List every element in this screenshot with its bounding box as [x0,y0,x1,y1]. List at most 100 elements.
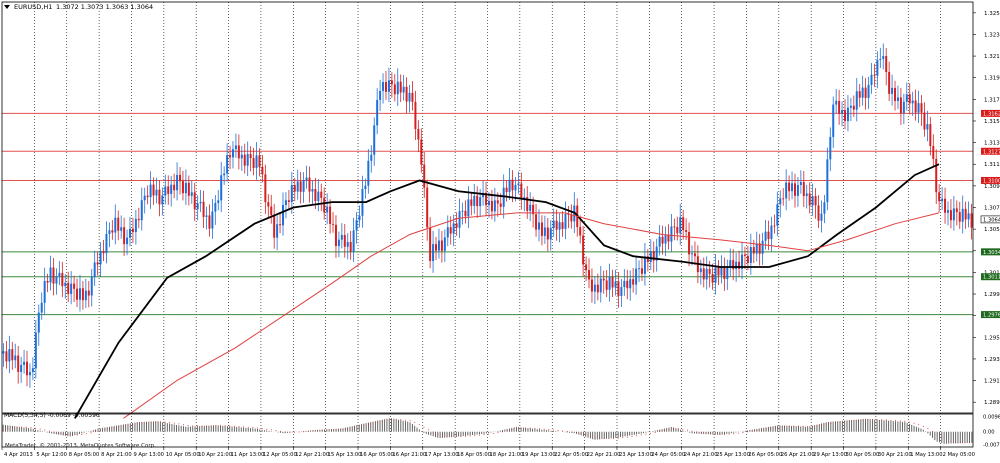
macd-signal-dot [451,436,453,438]
chart-menu-triangle-icon[interactable] [4,5,10,9]
candle-body-bull [961,208,964,222]
macd-signal-dot [358,425,360,427]
candle-body-bull [276,224,279,238]
candle-body-bull [140,200,143,221]
candle-body-bull [735,261,738,270]
candle-body-bull [305,177,308,181]
candle-body-bull [791,183,794,192]
moving-average-slow [74,163,940,419]
time-axis-label: 8 Apr 05:00 [69,452,100,458]
candle-body-bull [829,136,832,160]
macd-indicator-caption: MACD(5,34,5) -0.0069 -0.00596 [4,412,100,419]
macd-signal-dot [539,428,541,430]
candle-body-bull [211,211,214,229]
macd-signal-dot [159,421,161,423]
candle-body-bear [152,184,155,196]
candle-body-bull [370,154,373,161]
macd-signal-dot [506,430,508,432]
macd-signal-dot [562,430,564,432]
candle-body-bear [279,224,282,226]
candle-body-bull [855,91,858,110]
candle-body-bear [287,200,290,203]
candle-body-bull [452,223,455,234]
candle-body-bear [299,181,302,192]
candle-body-bear [117,217,120,231]
macd-signal-dot [326,429,328,431]
macd-signal-dot [423,426,425,428]
time-axis-label: 24 Apr 05:00 [651,452,685,458]
candle-body-bear [752,247,755,254]
time-axis-label: 23 Apr 13:00 [619,452,653,458]
candle-body-bull [346,241,349,247]
candle-body-bull [811,196,814,206]
candle-body-bear [676,226,679,234]
macd-signal-dot [330,429,332,431]
candle-body-bear [67,282,70,294]
candle-body-bull [826,159,829,203]
candle-body-bull [367,160,370,186]
candle-body-bear [158,189,161,205]
time-axis-label: 5 Apr 12:00 [36,452,67,458]
macd-signal-dot [247,426,249,428]
price-axis-label: 1.3135 [984,141,1000,147]
macd-signal-dot [959,441,961,443]
macd-signal-dot [807,425,809,427]
candle-body-bull [629,279,632,289]
last-price-tag [980,215,1000,224]
candle-body-bear [955,208,958,213]
candle-body-bear [685,230,688,232]
level-price-tag [981,176,1000,184]
candle-body-bull [891,87,894,94]
candle-body-bear [237,145,240,159]
candle-body-bear [767,231,770,240]
candle-body-bull [764,231,767,241]
macd-signal-dot [62,433,64,435]
macd-signal-dot [25,426,27,428]
candle-body-bear [632,279,635,285]
time-axis-label: 16 Apr 21:00 [392,452,426,458]
macd-signal-dot [219,425,221,427]
candle-body-bull [58,272,61,277]
candle-body-bear [87,290,90,296]
candle-body-bear [567,214,570,215]
candle-body-bear [470,199,473,206]
macd-signal-dot [691,430,693,432]
price-axis-label: 1.2955 [984,335,1000,341]
candle-body-bear [582,235,585,265]
candle-body-bull [382,82,385,91]
candle-body-bull [523,197,526,199]
macd-signal-dot [719,433,721,435]
level-price-tag [981,109,1000,117]
candle-body-bull [635,268,638,285]
candle-body-bear [243,154,246,166]
moving-average-fast [123,212,940,419]
candle-body-bull [846,107,849,122]
macd-signal-dot [298,431,300,433]
macd-signal-dot [751,430,753,432]
time-axis-label: 11 Apr 13:00 [231,452,265,458]
macd-signal-dot [747,431,749,433]
candle-body-bull [34,332,37,369]
macd-signal-dot [936,434,938,436]
macd-signal-dot [404,419,406,421]
candle-body-bull [849,105,852,108]
macd-signal-dot [122,425,124,427]
candle-body-bear [788,182,791,192]
candle-body-bull [508,179,511,192]
candle-body-bear [393,84,396,95]
macd-signal-dot [788,425,790,427]
horizontal-levels[interactable] [2,112,973,316]
candle-body-bull [967,213,970,220]
candle-body-bull [114,217,117,233]
price-axis-label: 1.3255 [984,11,1000,17]
candle-body-bull [564,214,567,229]
macd-signal-dot [72,434,74,436]
candle-body-bear [426,187,429,228]
time-axis-label: 18 Apr 21:00 [490,452,524,458]
candle-body-bear [793,183,796,196]
macd-signal-dot [742,431,744,433]
candle-body-bear [596,284,599,293]
time-axis-label: 26 Apr 05:00 [748,452,782,458]
